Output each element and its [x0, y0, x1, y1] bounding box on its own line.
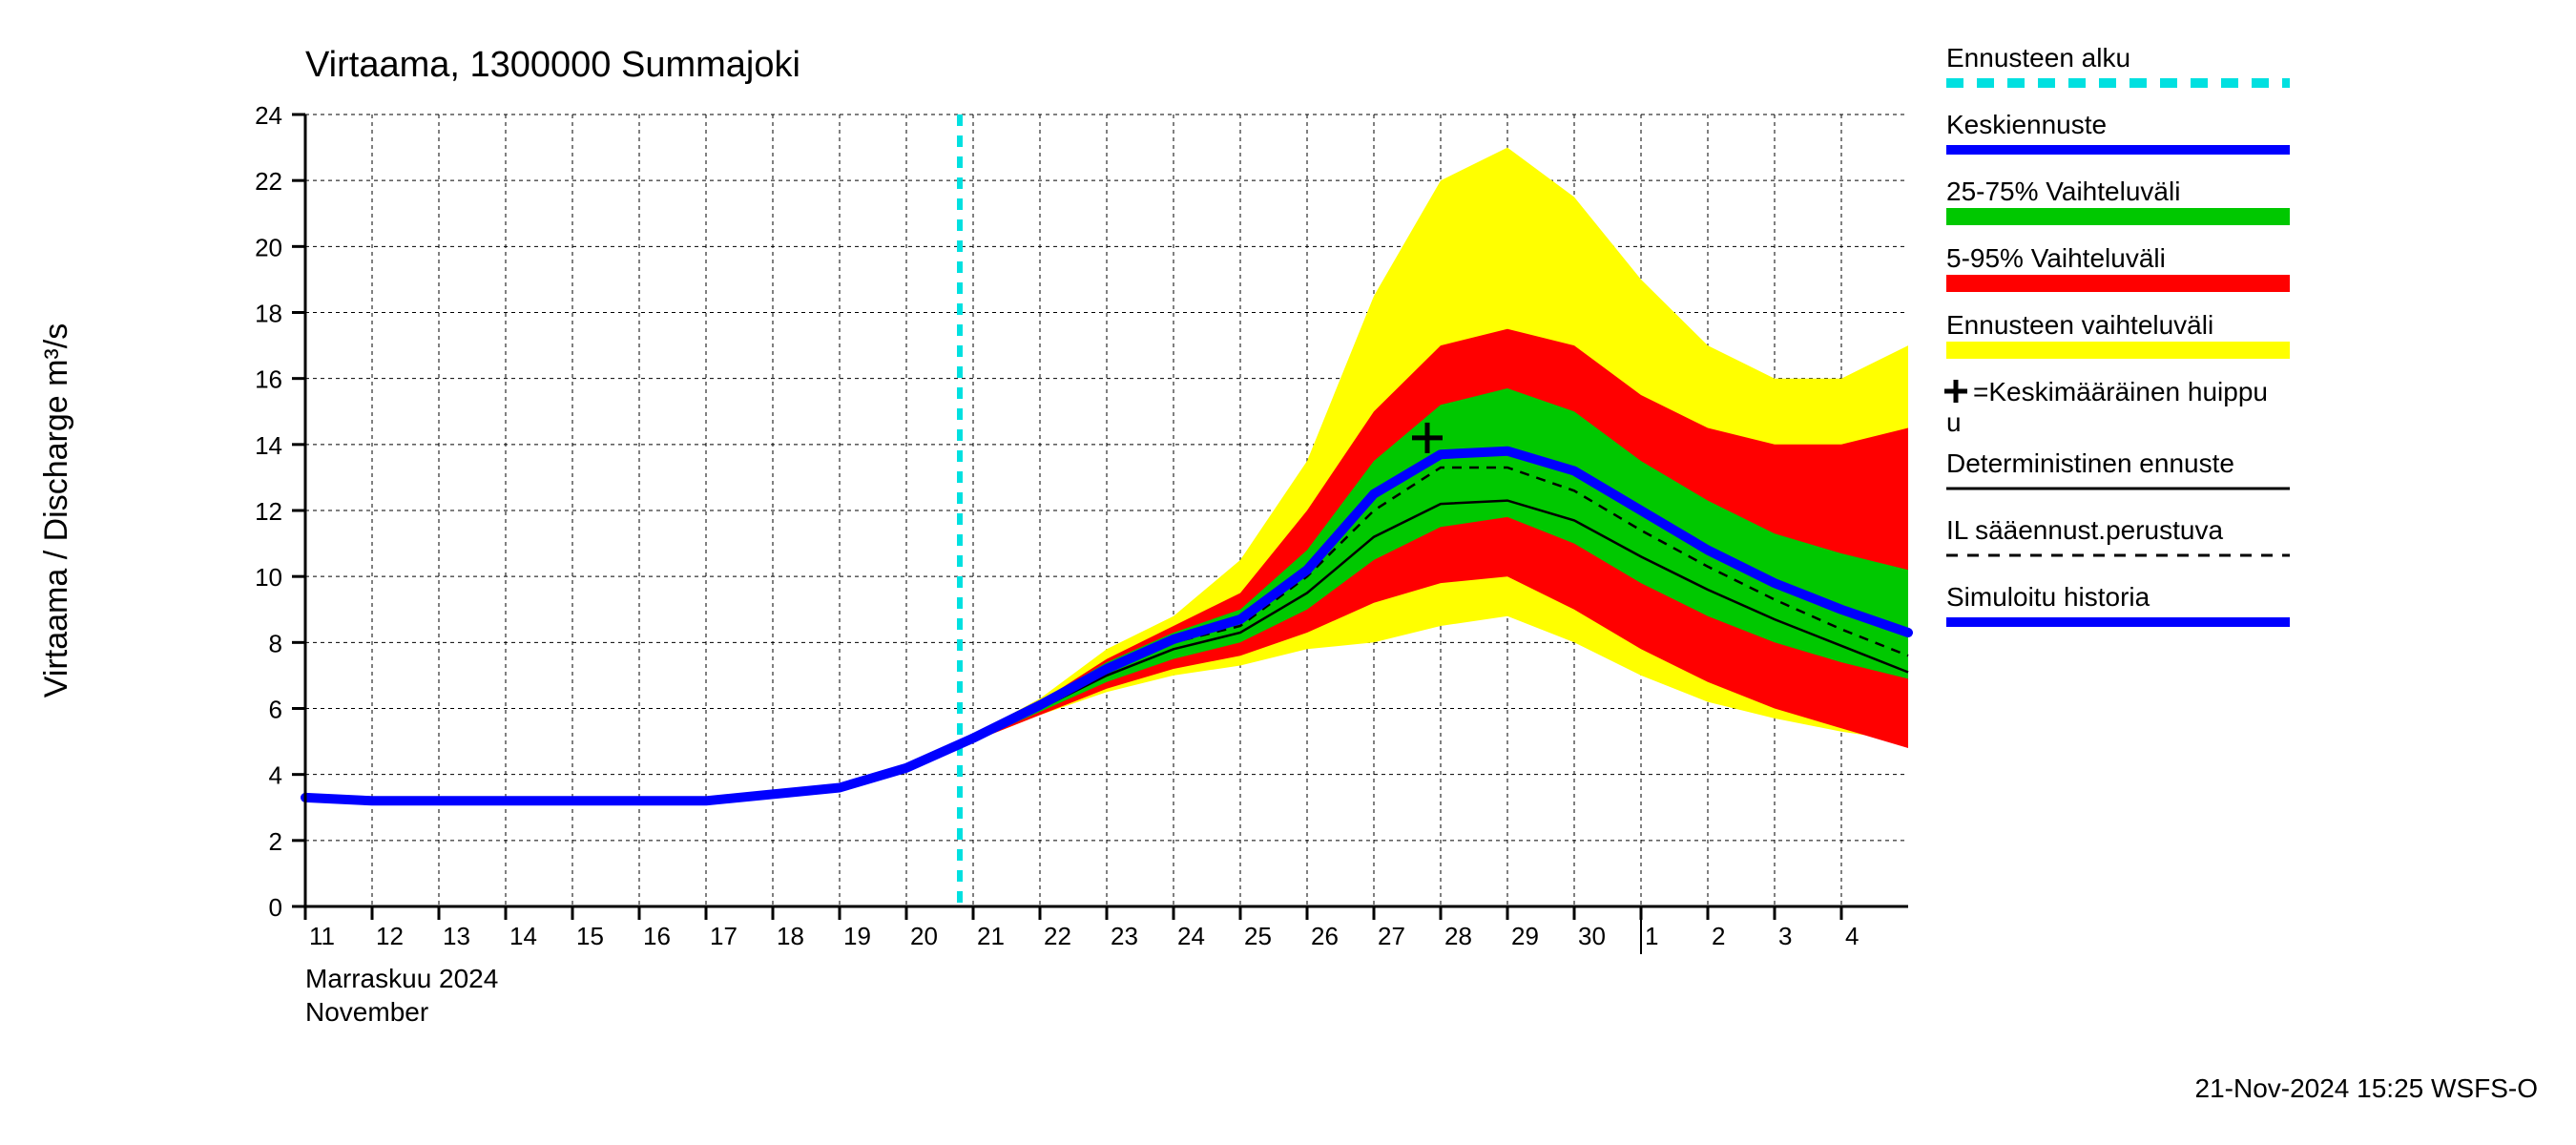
month-label-1: Marraskuu 2024: [305, 964, 498, 993]
y-tick-label: 22: [255, 167, 282, 196]
x-tick-label: 2: [1712, 922, 1725, 950]
y-tick-label: 24: [255, 101, 282, 130]
x-tick-label: 1: [1645, 922, 1658, 950]
legend-swatch-p5_95: [1946, 275, 2290, 292]
y-tick-label: 2: [269, 827, 282, 856]
y-tick-label: 10: [255, 563, 282, 592]
x-tick-label: 28: [1444, 922, 1472, 950]
x-tick-label: 13: [443, 922, 470, 950]
y-tick-label: 4: [269, 761, 282, 790]
x-tick-label: 12: [376, 922, 404, 950]
x-tick-label: 26: [1311, 922, 1339, 950]
x-tick-label: 23: [1111, 922, 1138, 950]
legend-swatch-sim_history: [1946, 617, 2290, 627]
legend-label-deterministic: Deterministinen ennuste: [1946, 448, 2234, 478]
legend-label-peak-wrap: u: [1946, 407, 1962, 437]
x-tick-label: 30: [1578, 922, 1606, 950]
x-tick-label: 4: [1845, 922, 1859, 950]
x-tick-label: 18: [777, 922, 804, 950]
y-tick-label: 20: [255, 233, 282, 261]
legend-label-p5_95: 5-95% Vaihteluväli: [1946, 243, 2166, 273]
y-axis-label: Virtaama / Discharge m³/s: [38, 323, 74, 697]
x-tick-label: 3: [1778, 922, 1792, 950]
x-tick-label: 14: [509, 922, 537, 950]
footer-timestamp: 21-Nov-2024 15:25 WSFS-O: [2195, 1073, 2539, 1103]
y-tick-label: 16: [255, 365, 282, 394]
y-tick-label: 14: [255, 431, 282, 460]
discharge-forecast-chart: 0246810121416182022241112131415161718192…: [0, 0, 2576, 1145]
x-tick-label: 22: [1044, 922, 1071, 950]
legend-swatch-median: [1946, 145, 2290, 155]
y-tick-label: 18: [255, 300, 282, 328]
x-tick-label: 21: [977, 922, 1005, 950]
y-tick-label: 12: [255, 497, 282, 526]
legend-label-median: Keskiennuste: [1946, 110, 2107, 139]
legend-label-peak: =Keskimääräinen huippu: [1973, 377, 2268, 406]
legend-label-il_weather: IL sääennust.perustuva: [1946, 515, 2223, 545]
x-tick-label: 29: [1511, 922, 1539, 950]
legend-label-p25_75: 25-75% Vaihteluväli: [1946, 177, 2180, 206]
chart-svg: 0246810121416182022241112131415161718192…: [0, 0, 2576, 1145]
x-tick-label: 24: [1177, 922, 1205, 950]
y-tick-label: 0: [269, 893, 282, 922]
legend-swatch-full_range: [1946, 342, 2290, 359]
chart-title: Virtaama, 1300000 Summajoki: [305, 45, 800, 85]
x-tick-label: 16: [643, 922, 671, 950]
x-tick-label: 20: [910, 922, 938, 950]
month-label-2: November: [305, 997, 428, 1027]
x-tick-label: 25: [1244, 922, 1272, 950]
y-tick-label: 8: [269, 629, 282, 657]
x-tick-label: 27: [1378, 922, 1405, 950]
legend-label-full_range: Ennusteen vaihteluväli: [1946, 310, 2213, 340]
x-tick-label: 17: [710, 922, 737, 950]
x-tick-label: 19: [843, 922, 871, 950]
legend-label-forecast_start: Ennusteen alku: [1946, 43, 2130, 73]
x-tick-label: 11: [309, 922, 335, 950]
legend-label-sim_history: Simuloitu historia: [1946, 582, 2150, 612]
x-tick-label: 15: [576, 922, 604, 950]
legend-swatch-p25_75: [1946, 208, 2290, 225]
y-tick-label: 6: [269, 696, 282, 724]
